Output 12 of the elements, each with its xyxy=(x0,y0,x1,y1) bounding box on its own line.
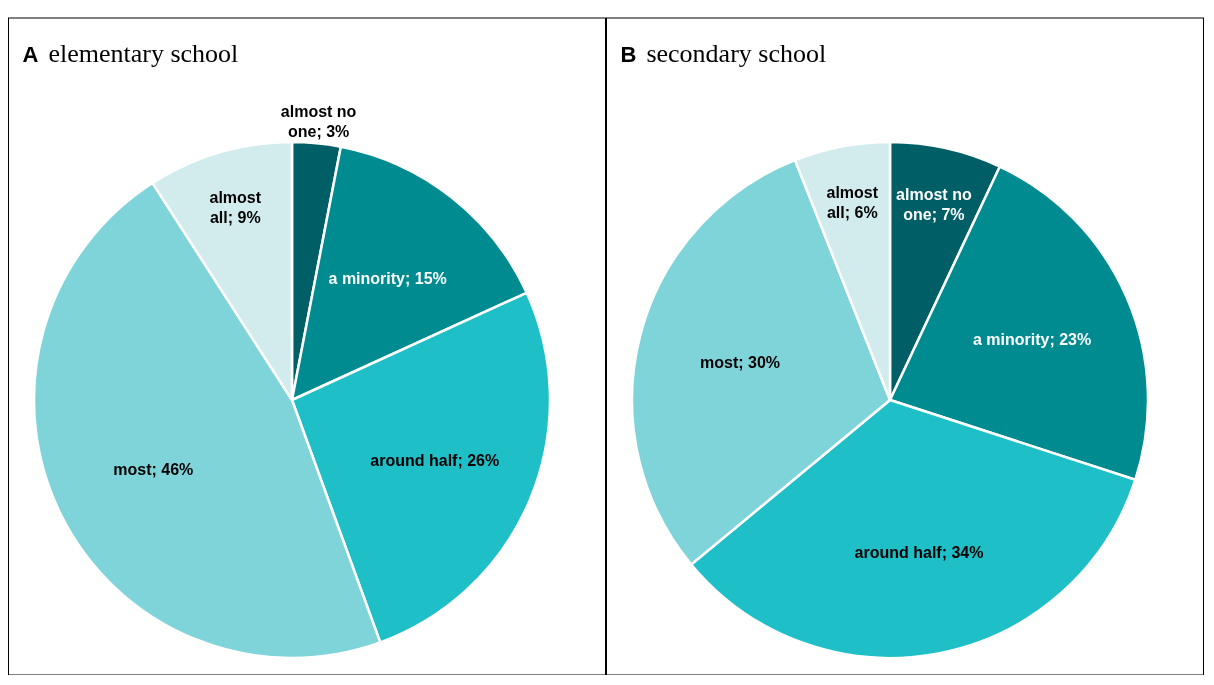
slice-label: around half; 34% xyxy=(854,544,984,562)
slice-label: almost no one; 7% xyxy=(896,185,972,223)
slice-label: almost all; 6% xyxy=(826,184,879,222)
slice-label: most; 46% xyxy=(113,460,194,478)
slice-label: almost all; 9% xyxy=(209,188,262,226)
slice-label: almost no one; 3% xyxy=(280,103,357,141)
slice-label: a minority; 23% xyxy=(972,330,1092,348)
chart-title: B secondary school xyxy=(620,39,827,68)
chart-title: A elementary school xyxy=(22,39,239,68)
slice-label: around half; 26% xyxy=(370,451,500,469)
slice-label: most; 30% xyxy=(700,353,781,371)
slice-label: a minority; 15% xyxy=(328,270,447,288)
